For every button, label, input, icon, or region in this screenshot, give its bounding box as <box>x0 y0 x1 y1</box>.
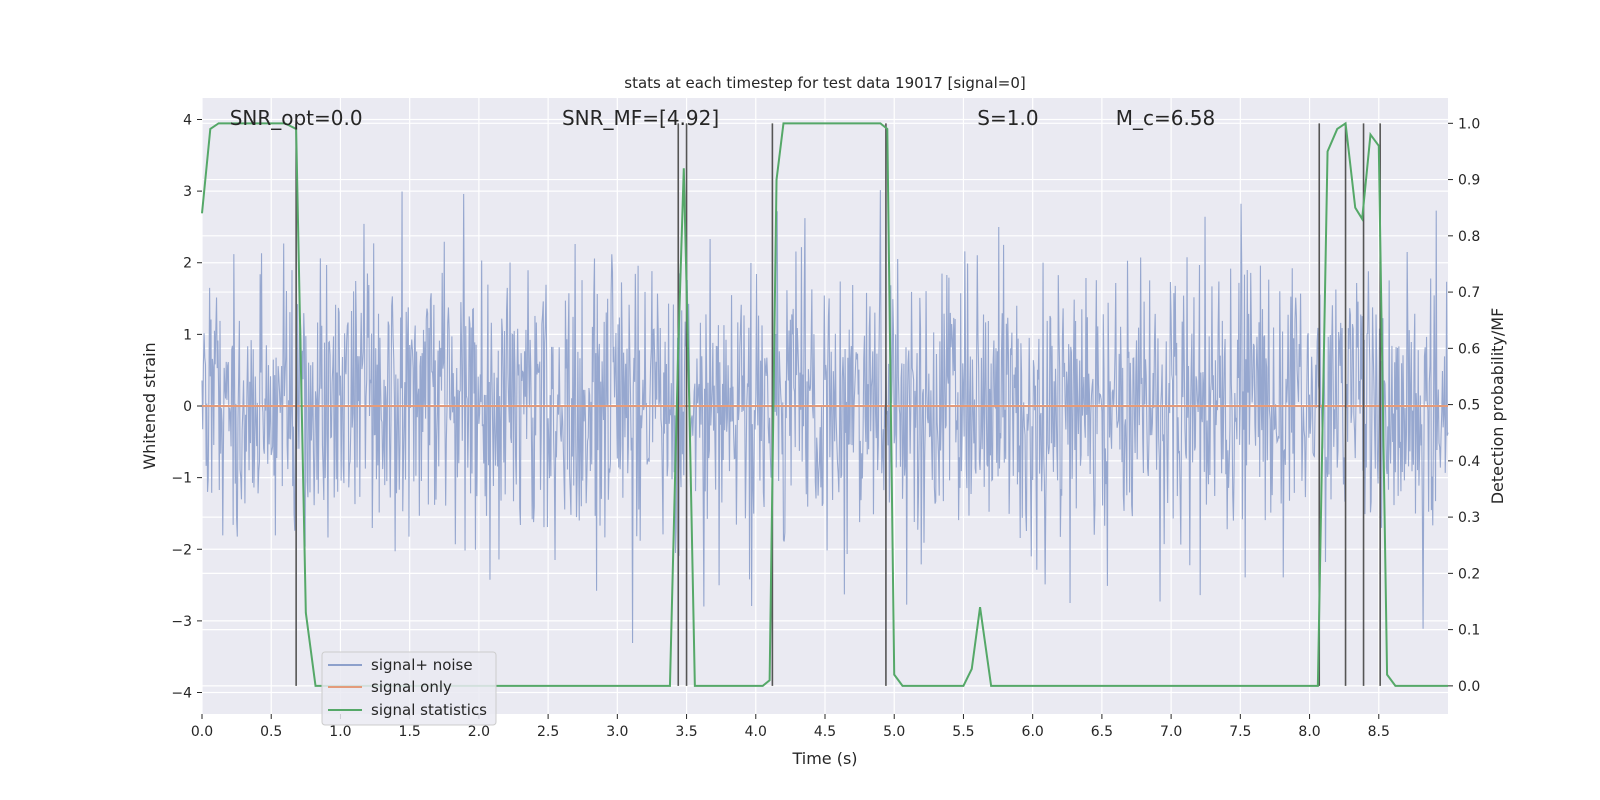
y-right-tick-label: 0.7 <box>1458 285 1480 301</box>
y-tick-label: 0 <box>183 399 192 415</box>
noise-line <box>201 190 1449 644</box>
y-right-tick-label: 0.5 <box>1458 398 1480 414</box>
legend-label-signal-statistics: signal statistics <box>371 701 487 719</box>
y-right-tick-label: 0.4 <box>1458 454 1480 470</box>
annotation-text: S=1.0 <box>977 106 1038 130</box>
y-right-axis-label: Detection probability/MF <box>1488 308 1507 505</box>
y-right-tick-label: 0.1 <box>1458 623 1480 639</box>
x-tick-label: 2.5 <box>537 724 559 740</box>
x-tick-label: 6.5 <box>1091 724 1113 740</box>
x-axis-label: Time (s) <box>791 749 857 768</box>
x-tick-label: 1.0 <box>329 724 351 740</box>
y-right-tick-label: 0.0 <box>1458 679 1480 695</box>
y-right-axis-ticks: 0.0 0.1 0.2 0.3 0.4 0.5 0.6 0.7 0.8 0.9 1.0 <box>1448 116 1480 695</box>
x-tick-label: 2.0 <box>468 724 490 740</box>
y-tick-label: −1 <box>171 471 192 487</box>
x-tick-label: 3.5 <box>675 724 697 740</box>
y-tick-label: −4 <box>171 686 192 702</box>
signal-noise-series <box>201 190 1449 644</box>
annotation-text: M_c=6.58 <box>1116 106 1216 130</box>
annotations: SNR_opt=0.0 SNR_MF=[4.92] S=1.0 M_c=6.58 <box>230 106 1216 130</box>
y-right-tick-label: 0.2 <box>1458 566 1480 582</box>
signal-statistics-series <box>201 121 1448 687</box>
x-tick-label: 0.5 <box>260 724 282 740</box>
y-right-tick-label: 0.3 <box>1458 510 1480 526</box>
annotation-text: SNR_MF=[4.92] <box>562 106 719 130</box>
x-tick-label: 8.0 <box>1298 724 1320 740</box>
x-tick-label: 7.0 <box>1160 724 1182 740</box>
signal-statistics-line <box>201 121 1448 687</box>
vertical-markers <box>295 123 1381 686</box>
x-tick-label: 8.5 <box>1368 724 1390 740</box>
y-right-tick-label: 0.9 <box>1458 173 1480 189</box>
y-right-tick-label: 0.6 <box>1458 341 1480 357</box>
y-tick-label: 1 <box>183 327 192 343</box>
x-tick-label: 3.0 <box>606 724 628 740</box>
x-tick-label: 0.0 <box>191 724 213 740</box>
legend-label-signal-only: signal only <box>371 678 452 696</box>
y-right-tick-label: 0.8 <box>1458 229 1480 245</box>
x-tick-label: 6.0 <box>1022 724 1044 740</box>
x-tick-label: 4.0 <box>745 724 767 740</box>
x-axis-ticks: 0.0 0.5 1.0 1.5 2.0 2.5 3.0 3.5 4.0 4.5 5.0 5.5 6.0 6… <box>191 714 1390 740</box>
x-tick-label: 1.5 <box>399 724 421 740</box>
annotation-text: SNR_opt=0.0 <box>230 106 363 130</box>
y-axis-label: Whitened strain <box>140 342 159 469</box>
x-tick-label: 5.5 <box>952 724 974 740</box>
y-right-tick-label: 1.0 <box>1458 116 1480 132</box>
y-tick-label: 4 <box>183 112 192 128</box>
chart-title: stats at each timestep for test data 190… <box>624 74 1025 92</box>
y-tick-label: −3 <box>171 614 192 630</box>
y-axis-ticks: −4 −3 −2 −1 0 1 2 3 4 <box>171 112 202 702</box>
x-tick-label: 5.0 <box>883 724 905 740</box>
x-tick-label: 4.5 <box>814 724 836 740</box>
legend: signal+ noise signal only signal statist… <box>321 651 497 726</box>
y-tick-label: 3 <box>183 184 192 200</box>
x-tick-label: 7.5 <box>1229 724 1251 740</box>
y-tick-label: 2 <box>183 256 192 272</box>
legend-label-signal-noise: signal+ noise <box>371 656 473 674</box>
legend-box <box>321 651 497 726</box>
y-tick-label: −2 <box>171 542 192 558</box>
